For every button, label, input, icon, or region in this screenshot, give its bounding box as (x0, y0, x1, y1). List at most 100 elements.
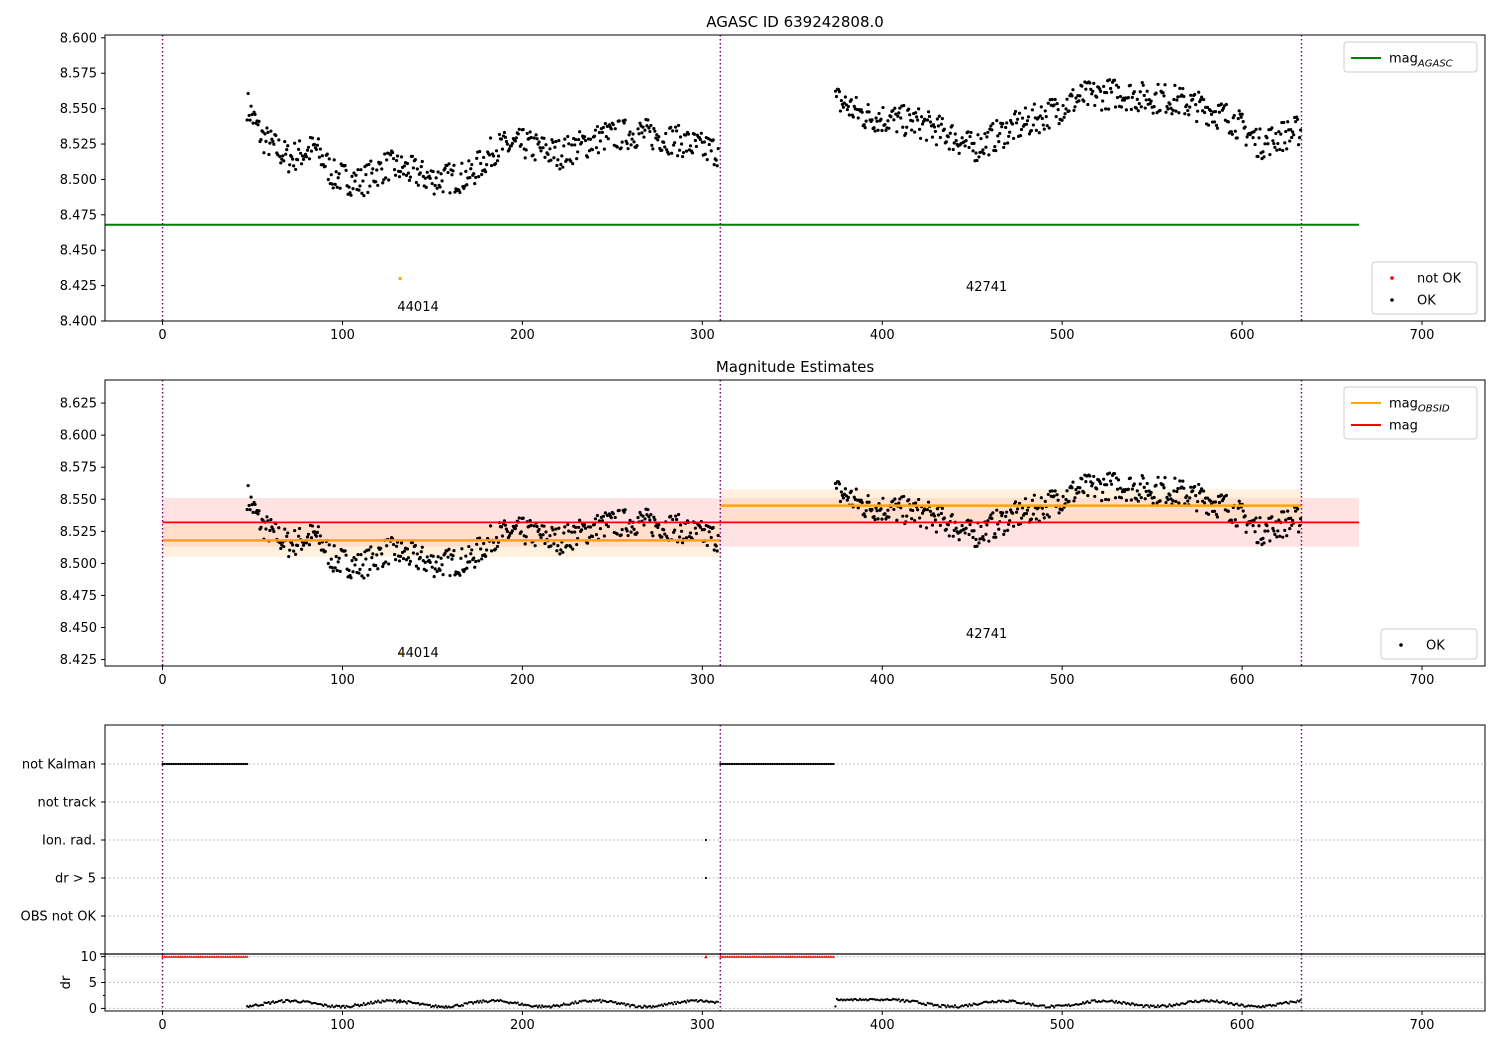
data-point (1064, 107, 1068, 111)
dr-point (672, 1003, 675, 1006)
data-point (475, 156, 479, 160)
flag-point (784, 762, 787, 766)
data-point (433, 183, 437, 188)
data-point (1284, 129, 1288, 134)
data-point (602, 147, 606, 151)
dr-clipped-marker (742, 955, 746, 958)
dr-point (1089, 1001, 1092, 1004)
x-tick-label: 100 (330, 1018, 355, 1033)
axes-frame (104, 34, 1486, 322)
dr-point (1129, 1003, 1132, 1006)
data-point (1178, 479, 1182, 483)
dr-point (358, 1004, 361, 1008)
data-point (1205, 496, 1210, 500)
data-point (513, 139, 517, 143)
data-point (245, 118, 249, 122)
data-point (296, 543, 300, 548)
data-point (271, 527, 275, 531)
data-point (331, 569, 335, 573)
data-point (327, 543, 331, 547)
data-point (693, 526, 698, 530)
data-point (896, 114, 900, 118)
flag-point (722, 762, 726, 766)
data-point (491, 154, 496, 158)
data-point (1243, 514, 1247, 518)
data-point (379, 546, 383, 550)
dr-clipped-marker (184, 955, 188, 958)
data-point (537, 140, 541, 144)
data-point (1009, 118, 1013, 123)
data-point (592, 522, 597, 526)
x-tick-label: 200 (510, 328, 535, 343)
data-point (559, 162, 563, 167)
data-point (678, 135, 683, 139)
data-point (557, 526, 561, 530)
data-point (438, 568, 442, 572)
data-point (332, 158, 336, 162)
data-point (1226, 120, 1230, 124)
data-point (675, 517, 679, 522)
data-point (428, 560, 432, 565)
data-point (1107, 471, 1112, 475)
data-point (889, 115, 893, 119)
data-point (554, 527, 558, 531)
data-point (368, 567, 372, 572)
data-point (1101, 99, 1105, 103)
x-tick-label: 0 (158, 328, 166, 343)
dr-clipped-marker (823, 955, 826, 958)
data-point (595, 124, 600, 129)
data-point (951, 534, 955, 538)
dr-point (548, 1005, 551, 1008)
data-point (464, 169, 468, 173)
data-point (1202, 110, 1207, 115)
dr-point (535, 1004, 538, 1007)
data-point (867, 500, 871, 504)
flag-point (778, 762, 781, 766)
flag-point (818, 762, 821, 766)
dr-clipped-marker (244, 955, 247, 958)
dr-clipped-marker (773, 955, 776, 958)
data-point (344, 553, 348, 557)
data-point (936, 124, 940, 128)
data-point (397, 175, 402, 179)
data-point (287, 554, 291, 559)
data-point (525, 131, 529, 136)
data-point (1164, 110, 1168, 114)
data-point (1092, 81, 1096, 86)
data-point (995, 508, 999, 512)
data-point (1283, 528, 1287, 532)
data-point (1093, 103, 1097, 108)
dr-clipped-marker (764, 955, 767, 958)
data-point (872, 126, 876, 130)
dr-clipped-marker (173, 955, 177, 958)
dr-point (598, 998, 601, 1001)
data-point (356, 552, 360, 557)
data-point (937, 114, 941, 118)
obsid-label: 44014 (397, 646, 438, 661)
data-point (1212, 509, 1217, 513)
data-point (430, 565, 434, 569)
data-point (676, 123, 681, 128)
data-point (1090, 92, 1094, 96)
data-point (1158, 499, 1162, 503)
dr-point (309, 1001, 312, 1004)
data-point (995, 119, 999, 123)
data-point (686, 132, 691, 136)
dr-point (1148, 1006, 1151, 1009)
data-point (601, 125, 605, 130)
legend-label-main: mag (1389, 52, 1418, 67)
data-point (327, 157, 331, 161)
data-point (670, 151, 674, 155)
dr-point (614, 1001, 617, 1004)
data-point (897, 111, 901, 115)
data-point (620, 528, 624, 532)
data-point (323, 164, 327, 168)
data-point (837, 90, 842, 94)
data-point (966, 518, 970, 522)
data-point (838, 109, 843, 113)
dr-clipped-marker (227, 955, 231, 958)
flag-point (242, 762, 245, 766)
data-point (901, 125, 905, 129)
data-point (338, 569, 342, 573)
